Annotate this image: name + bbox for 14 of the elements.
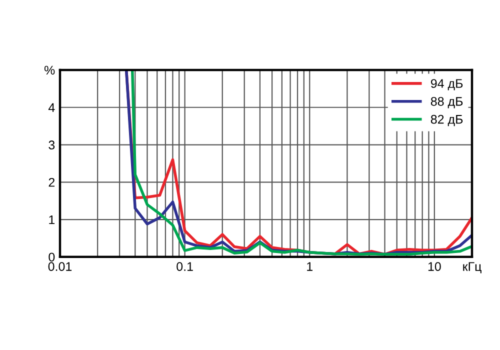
y-tick-label: 3	[48, 140, 55, 150]
x-tick-label: 0.01	[48, 262, 72, 271]
y-tick-label: 1	[49, 215, 55, 224]
y-tick-label: 4	[48, 103, 55, 112]
x-tick-label: 0.1	[176, 262, 193, 271]
y-tick-label: 0	[48, 252, 55, 262]
x-tick-label: 1	[307, 262, 312, 271]
x-tick-label: кГц	[463, 262, 482, 274]
x-tick-label: 10	[428, 262, 441, 271]
y-tick-label: 2	[48, 178, 55, 187]
legend-label: 94 дБ	[430, 79, 463, 90]
legend-label: 82 дБ	[430, 114, 463, 126]
legend-label: 88 дБ	[430, 96, 463, 108]
y-tick-label: %	[44, 66, 55, 75]
